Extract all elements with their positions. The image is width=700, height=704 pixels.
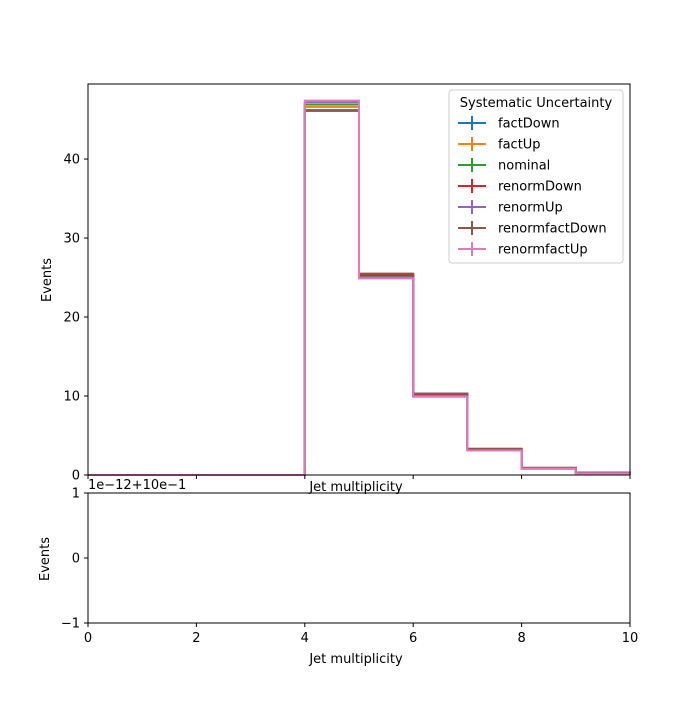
ratio-xtick-label-0: 0 [84,631,92,646]
legend-label-renormUp: renormUp [498,201,563,216]
main-ytick-label-0: 0 [72,469,80,484]
legend-entry-nominal: nominal [458,158,550,174]
main-xlabel: Jet multiplicity [308,480,403,495]
ratio-xtick-label-4: 4 [301,631,309,646]
ratio-xlabel: Jet multiplicity [308,652,403,667]
ratio-ytick-group: −1 0 1 [61,487,88,632]
legend-label-renormfactUp: renormfactUp [498,243,588,258]
ratio-ylabel: Events [38,537,53,581]
main-ytick-label-40: 40 [63,153,80,168]
ratio-offset-text: 1e−12+10e−1 [88,478,186,493]
legend-label-renormDown: renormDown [498,180,582,195]
ratio-axes-frame [87,492,631,624]
legend-label-factDown: factDown [498,117,560,132]
ratio-plot: 0 2 4 6 8 10 −1 0 1 1e−12+10e−1 Jet multiplicit… [38,478,638,667]
main-ytick-label-10: 10 [63,390,80,405]
ratio-xtick-label-10: 10 [622,631,639,646]
legend-entry-renormDown: renormDown [458,179,582,195]
main-xtick-group [87,475,631,479]
main-axes-frame [87,83,631,476]
legend-label-factUp: factUp [498,138,541,153]
ratio-ytick-label-0: 0 [72,552,80,567]
main-ylabel: Events [40,258,55,302]
legend-entry-factDown: factDown [458,116,560,132]
legend: Systematic Uncertainty factDown factUp nom… [448,89,624,264]
main-plot: 0 10 20 30 40 Jet multiplicity Events System… [40,83,631,495]
ratio-ytick-label--1: −1 [61,617,80,632]
main-ytick-group: 0 10 20 30 40 [63,153,88,484]
main-ytick-label-20: 20 [63,311,80,326]
legend-entries: factDown factUp nominal renormDown renormUp r… [458,116,607,258]
legend-entry-renormUp: renormUp [458,200,563,216]
ratio-xtick-label-6: 6 [409,631,417,646]
main-ytick-label-30: 30 [63,232,80,247]
legend-title: Systematic Uncertainty [460,96,613,111]
legend-frame [448,89,624,264]
legend-label-nominal: nominal [498,159,550,174]
ratio-ytick-label-1: 1 [72,487,80,502]
legend-label-renormfactDown: renormfactDown [498,222,607,237]
ratio-xtick-group: 0 2 4 6 8 10 [84,623,638,646]
legend-entry-renormfactUp: renormfactUp [458,242,588,258]
ratio-xtick-label-8: 8 [517,631,525,646]
ratio-xtick-label-2: 2 [192,631,200,646]
legend-entry-renormfactDown: renormfactDown [458,221,607,237]
legend-entry-factUp: factUp [458,137,541,153]
